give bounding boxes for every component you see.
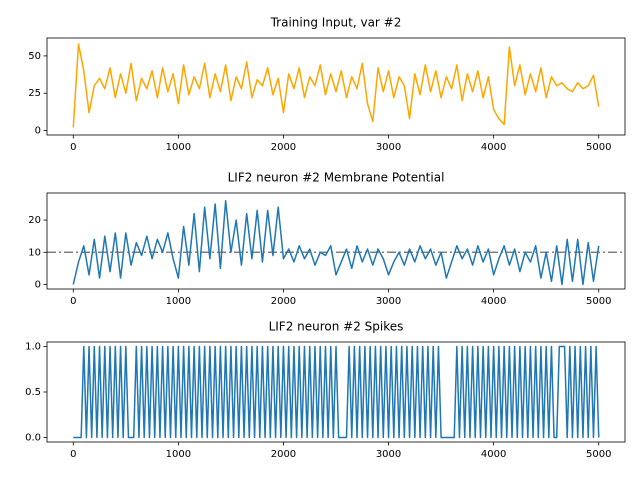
- y-tick-label: 50: [28, 51, 41, 62]
- chart-title: LIF2 neuron #2 Spikes: [269, 320, 404, 334]
- y-tick-label: 20: [28, 215, 41, 226]
- x-tick-label: 0: [70, 296, 76, 307]
- x-tick-label: 2000: [271, 142, 296, 153]
- x-tick-label: 1000: [166, 449, 191, 460]
- x-tick-label: 1000: [166, 142, 191, 153]
- x-tick-label: 4000: [481, 296, 506, 307]
- chart-title: LIF2 neuron #2 Membrane Potential: [228, 171, 445, 185]
- x-tick-label: 3000: [376, 449, 401, 460]
- y-tick-label: 0: [35, 279, 41, 290]
- y-tick-label: 0.5: [25, 387, 41, 398]
- x-tick-label: 4000: [481, 449, 506, 460]
- y-tick-label: 1.0: [25, 342, 41, 353]
- chart-title: Training Input, var #2: [270, 16, 402, 30]
- y-tick-label: 10: [28, 247, 41, 258]
- x-tick-label: 5000: [586, 449, 611, 460]
- x-tick-label: 0: [70, 142, 76, 153]
- x-tick-label: 4000: [481, 142, 506, 153]
- y-tick-label: 25: [28, 88, 41, 99]
- y-tick-label: 0: [35, 126, 41, 137]
- x-tick-label: 0: [70, 449, 76, 460]
- x-tick-label: 5000: [586, 296, 611, 307]
- axes-frame: [46, 37, 626, 136]
- y-tick-label: 0.0: [25, 432, 41, 443]
- x-tick-label: 2000: [271, 449, 296, 460]
- x-tick-label: 3000: [376, 142, 401, 153]
- data-line: [72, 199, 600, 286]
- axes-frame: [46, 192, 626, 290]
- x-tick-label: 5000: [586, 142, 611, 153]
- x-tick-label: 3000: [376, 296, 401, 307]
- data-line: [72, 43, 600, 128]
- data-line: [73, 345, 600, 439]
- x-tick-label: 1000: [166, 296, 191, 307]
- x-tick-label: 2000: [271, 296, 296, 307]
